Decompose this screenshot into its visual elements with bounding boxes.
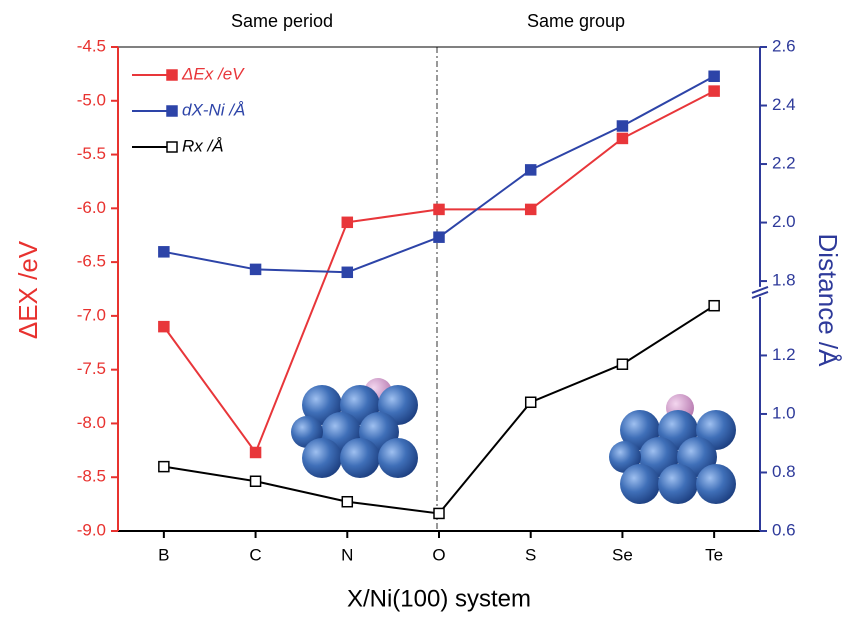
axis-break bbox=[751, 285, 769, 294]
data-point bbox=[616, 120, 629, 132]
y-tick-label: -4.5 bbox=[77, 36, 106, 55]
data-point bbox=[158, 460, 170, 473]
legend-marker bbox=[166, 69, 178, 81]
x-tick-label: S bbox=[525, 545, 536, 564]
y-tick-label: -9.0 bbox=[77, 520, 106, 539]
x-tick-label: O bbox=[432, 545, 445, 564]
x-tick-label: B bbox=[158, 545, 169, 564]
data-point bbox=[158, 320, 170, 333]
data-point bbox=[433, 203, 445, 216]
y-tick-label: -6.0 bbox=[77, 198, 106, 217]
y2-tick-label: 2.6 bbox=[772, 36, 796, 55]
legend-marker bbox=[166, 141, 178, 153]
data-point bbox=[341, 216, 354, 229]
data-point bbox=[708, 85, 720, 97]
x-tick-label: Se bbox=[612, 545, 633, 564]
data-point bbox=[524, 203, 537, 216]
x-tick-label: C bbox=[249, 545, 261, 564]
data-point bbox=[433, 507, 445, 520]
surface-image bbox=[609, 394, 736, 504]
data-point bbox=[249, 475, 262, 488]
y-tick-label: -7.5 bbox=[77, 359, 106, 378]
data-point bbox=[341, 495, 354, 508]
y2-tick-label: 2.2 bbox=[772, 154, 796, 173]
y-tick-label: -6.5 bbox=[77, 252, 106, 271]
data-point bbox=[249, 263, 262, 276]
x-axis-title: X/Ni(100) system bbox=[347, 585, 531, 612]
data-point bbox=[433, 231, 445, 243]
y2-tick-label: 0.6 bbox=[772, 520, 796, 539]
y-tick-label: -8.0 bbox=[77, 413, 106, 432]
y-tick-label: -5.5 bbox=[77, 144, 106, 163]
y2-axis-title: Distance /Å bbox=[813, 234, 843, 368]
x-tick-label: N bbox=[341, 545, 353, 564]
legend-marker bbox=[166, 105, 178, 117]
data-point bbox=[341, 266, 354, 279]
y2-tick-label: 1.8 bbox=[772, 271, 796, 290]
data-point bbox=[249, 446, 262, 459]
y2-tick-label: 1.2 bbox=[772, 345, 796, 364]
y-tick-label: -5.0 bbox=[77, 90, 106, 109]
data-point bbox=[158, 246, 170, 258]
legend-label: Rx /Å bbox=[182, 136, 224, 155]
data-point bbox=[616, 132, 629, 145]
data-point bbox=[708, 70, 720, 83]
annotation: Same period bbox=[231, 11, 333, 31]
y-tick-label: -7.0 bbox=[77, 305, 106, 324]
data-point bbox=[708, 299, 720, 312]
axis-break bbox=[751, 290, 769, 299]
data-point bbox=[524, 396, 537, 409]
data-point bbox=[524, 164, 537, 176]
series-line bbox=[163, 90, 715, 455]
annotation: Same group bbox=[527, 11, 625, 31]
y2-tick-label: 0.8 bbox=[772, 462, 796, 481]
surface-image bbox=[291, 378, 418, 478]
x-tick-label: Te bbox=[705, 545, 723, 564]
legend-label: ΔEx /eV bbox=[181, 64, 245, 83]
y2-tick-label: 2.4 bbox=[772, 95, 796, 114]
y-tick-label: -8.5 bbox=[77, 467, 106, 486]
y2-tick-label: 2.0 bbox=[772, 212, 796, 231]
y2-tick-label: 1.0 bbox=[772, 403, 796, 422]
y-axis-title: ΔEX /eV bbox=[13, 240, 43, 339]
data-point bbox=[616, 358, 629, 370]
legend-label: dX-Ni /Å bbox=[182, 100, 245, 119]
